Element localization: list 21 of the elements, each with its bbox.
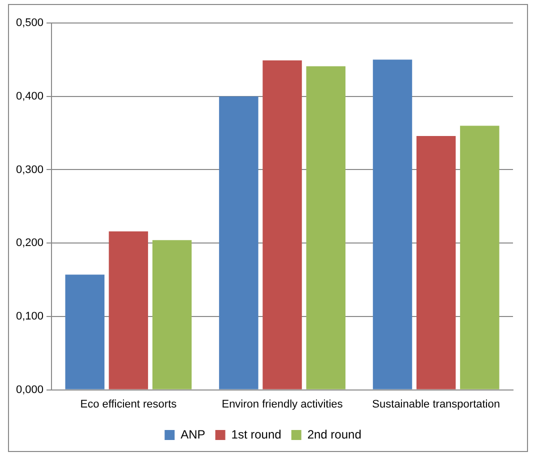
x-tick-label: Environ friendly activities: [222, 398, 344, 410]
y-tick-label: 0,100: [16, 310, 44, 322]
bar: [108, 231, 148, 390]
x-tick-label: Sustainable transportation: [372, 398, 500, 410]
y-tick-label: 0,400: [16, 90, 44, 102]
legend-label: ANP: [180, 427, 206, 442]
y-tick-label: 0,200: [16, 237, 44, 250]
x-tick-label: Eco efficient resorts: [80, 398, 178, 410]
bar: [416, 136, 456, 390]
bar: [460, 126, 500, 390]
bar: [372, 60, 412, 390]
y-tick-label: 0,300: [16, 164, 44, 176]
bar: [65, 274, 104, 390]
bar: [306, 66, 346, 390]
legend-label: 1st round: [231, 427, 282, 442]
y-tick-label: 0,000: [16, 384, 44, 396]
bar: [152, 240, 192, 390]
bar: [262, 60, 302, 390]
y-tick-label: 0,500: [16, 17, 44, 30]
legend-label: 2nd round: [307, 427, 362, 442]
bar: [219, 96, 258, 390]
